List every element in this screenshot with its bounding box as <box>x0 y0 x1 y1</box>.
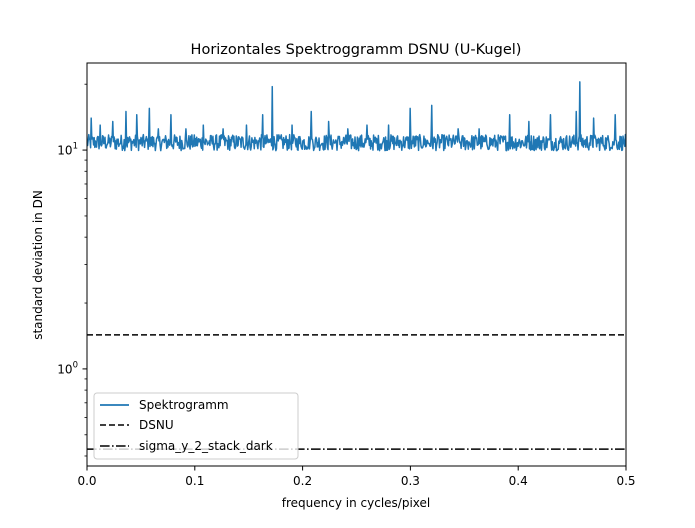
y-axis-label: standard deviation in DN <box>31 190 45 340</box>
y-tick-label: 100 <box>57 360 78 376</box>
legend: Spektrogramm DSNU sigma_y_2_stack_dark <box>93 392 299 460</box>
legend-label-sigma-y-2-stack-dark: sigma_y_2_stack_dark <box>139 439 273 453</box>
x-tick-label: 0.3 <box>401 474 420 488</box>
x-tick-label: 0.1 <box>185 474 204 488</box>
x-tick-label: 0.2 <box>293 474 312 488</box>
x-tick-label: 0.4 <box>509 474 528 488</box>
x-tick-label: 0.5 <box>616 474 635 488</box>
legend-label-spektrogramm: Spektrogramm <box>139 398 229 412</box>
legend-box <box>93 392 299 460</box>
series-line-spektrogramm <box>87 81 626 152</box>
plot-area <box>87 81 626 450</box>
axes: 0.0 0.1 0.2 0.3 0.4 0.5 100 101 <box>57 62 636 488</box>
x-tick-label: 0.0 <box>77 474 96 488</box>
chart-title: Horizontales Spektroggramm DSNU (U-Kugel… <box>191 42 522 58</box>
legend-label-dsnu: DSNU <box>139 418 174 432</box>
y-tick-label: 101 <box>57 142 78 158</box>
x-axis-label: frequency in cycles/pixel <box>282 496 430 510</box>
